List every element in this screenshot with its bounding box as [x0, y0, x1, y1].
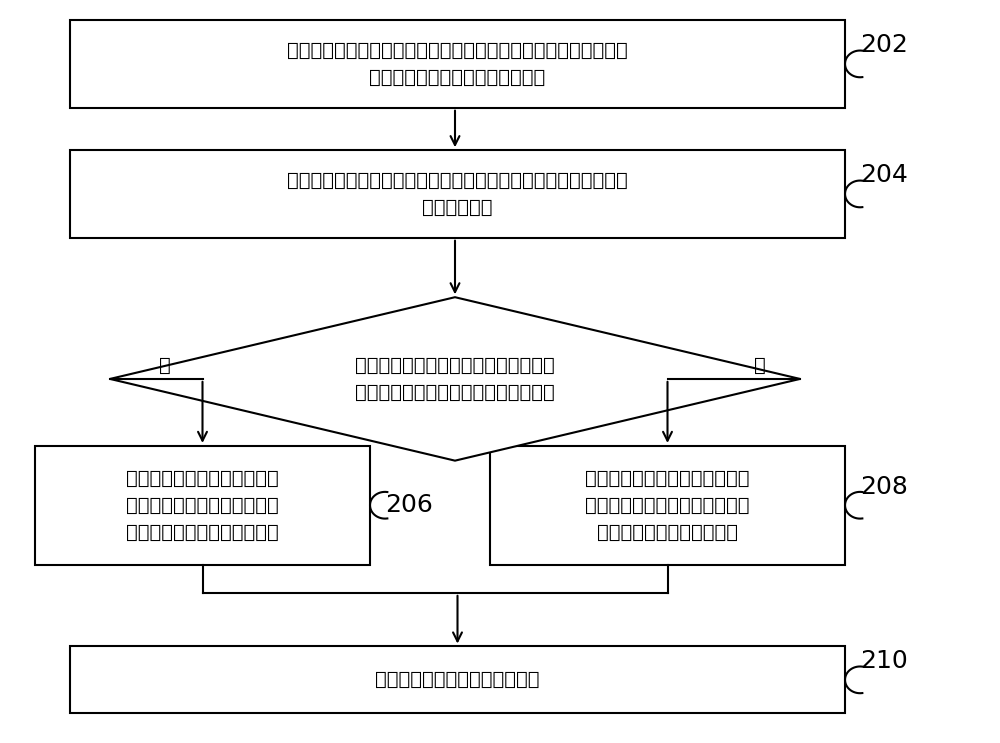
Text: 从不与场地特性对应的任务类型
中选取符合任务处理对象任务分
配原则的任务作为目标任务: 从不与场地特性对应的任务类型 中选取符合任务处理对象任务分 配原则的任务作为目标…	[585, 469, 750, 542]
Text: 202: 202	[860, 33, 908, 57]
FancyBboxPatch shape	[70, 646, 845, 713]
Text: 将目标任务分配至任务处理对象: 将目标任务分配至任务处理对象	[375, 670, 540, 690]
Text: 从与场地特性对应的任务类型
中选取符合任务处理对象任务
分配原则的任务作为目标任务: 从与场地特性对应的任务类型 中选取符合任务处理对象任务 分配原则的任务作为目标任…	[126, 469, 279, 542]
Text: 210: 210	[860, 649, 908, 673]
Polygon shape	[110, 297, 800, 461]
Text: 206: 206	[385, 493, 433, 517]
Text: 根据任务执行区域的场地特性，从待分配任务中选取与场地特性对
应的任务类型: 根据任务执行区域的场地特性，从待分配任务中选取与场地特性对 应的任务类型	[287, 171, 628, 217]
Text: 否: 否	[754, 356, 766, 375]
Text: 是: 是	[159, 356, 171, 375]
FancyBboxPatch shape	[35, 446, 370, 565]
Text: 208: 208	[860, 475, 908, 499]
FancyBboxPatch shape	[70, 150, 845, 238]
FancyBboxPatch shape	[70, 20, 845, 108]
Text: 204: 204	[860, 163, 908, 187]
FancyBboxPatch shape	[490, 446, 845, 565]
Text: 当存在需要分配任务的任务处理对象时，获取待分配任务，并确定
任务处理对象所处的任务执行区域: 当存在需要分配任务的任务处理对象时，获取待分配任务，并确定 任务处理对象所处的任…	[287, 41, 628, 87]
Text: 与场地特性对应的任务类型中是否存在
符合任务处理对象任务分配原则的任务: 与场地特性对应的任务类型中是否存在 符合任务处理对象任务分配原则的任务	[355, 356, 555, 402]
